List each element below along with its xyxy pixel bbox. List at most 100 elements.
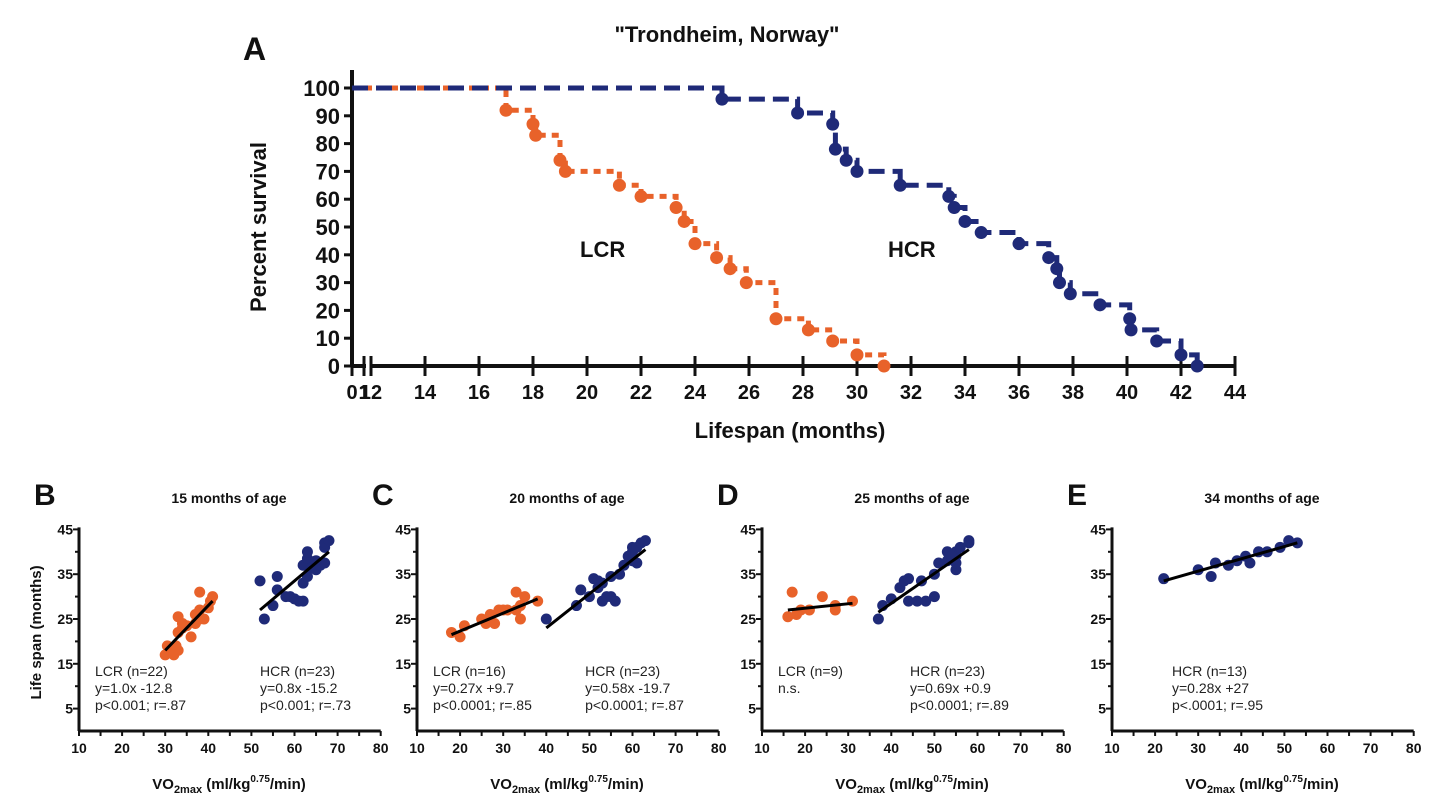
regression-line-lcr <box>787 601 853 612</box>
x-axis-label-part: /min) <box>1303 776 1339 793</box>
event-marker-lcr <box>499 103 513 117</box>
y-axis-label: Life span (months) <box>28 565 45 699</box>
x-tick-label: 20 <box>1147 740 1163 756</box>
stats-annotation-hcr: p<0.001; r=.73 <box>260 697 351 713</box>
data-point-hcr <box>271 570 283 582</box>
y-tick-label: 15 <box>740 656 756 672</box>
stats-annotation-hcr: y=0.8x -15.2 <box>260 680 338 696</box>
x-tick-label: 80 <box>1406 740 1422 756</box>
y-tick-label: 25 <box>1090 611 1106 627</box>
event-marker-lcr <box>826 334 840 348</box>
data-point-lcr <box>185 631 197 643</box>
y-tick-label: 35 <box>57 566 73 582</box>
event-marker-hcr <box>1150 334 1164 348</box>
x-tick-label: 60 <box>1320 740 1336 756</box>
event-marker-hcr <box>958 214 972 228</box>
x-tick-label: 70 <box>1363 740 1379 756</box>
event-marker-lcr <box>529 128 543 142</box>
regression-line-lcr <box>164 600 214 652</box>
y-tick-label: 35 <box>395 566 411 582</box>
x-axis-label-part: (ml/kg <box>540 776 588 793</box>
x-tick-label: 16 <box>468 382 490 404</box>
event-marker-hcr <box>942 189 956 203</box>
event-marker-hcr <box>791 106 805 120</box>
y-tick-label: 0 <box>328 354 340 379</box>
y-tick-label: 45 <box>1090 521 1106 537</box>
data-point-hcr <box>609 595 621 607</box>
data-point-hcr <box>963 535 975 547</box>
x-tick-label: 30 <box>495 740 511 756</box>
x-tick-label: 50 <box>927 740 943 756</box>
stats-annotation-hcr: y=0.69x +0.9 <box>910 680 991 696</box>
x-tick-label: 20 <box>114 740 130 756</box>
x-tick-label: 70 <box>668 740 684 756</box>
x-tick-label: 50 <box>1277 740 1293 756</box>
x-tick-label: 0 <box>346 382 357 404</box>
x-tick-label: 10 <box>409 740 425 756</box>
x-tick-label: 20 <box>576 382 598 404</box>
panel-letter-d: D <box>717 479 739 512</box>
event-marker-lcr <box>877 359 891 373</box>
event-marker-lcr <box>677 214 691 228</box>
x-axis-label-part: 0.75 <box>1283 774 1303 785</box>
x-tick-label: 30 <box>157 740 173 756</box>
event-marker-hcr <box>1190 359 1204 373</box>
x-tick-label: 40 <box>1234 740 1250 756</box>
x-tick-label: 60 <box>287 740 303 756</box>
event-marker-hcr <box>893 178 907 192</box>
y-tick-label: 80 <box>316 132 340 157</box>
event-marker-hcr <box>1063 287 1077 301</box>
data-point-hcr <box>872 613 884 625</box>
event-marker-hcr <box>974 226 988 240</box>
x-axis-label-part: 2max <box>174 784 203 796</box>
panel-d-scatter: D 25 months of age 5 15 25 35 45 10 20 30 40 50 60 70… <box>717 479 1072 796</box>
data-point-hcr <box>1205 570 1217 582</box>
event-marker-hcr <box>839 153 853 167</box>
panel-letter-b: B <box>34 479 56 512</box>
data-point-lcr <box>514 613 526 625</box>
data-point-hcr <box>583 591 595 603</box>
data-point-lcr <box>786 586 798 598</box>
data-point-hcr <box>933 557 945 569</box>
event-marker-hcr <box>826 117 840 131</box>
event-marker-hcr <box>715 92 729 106</box>
x-tick-label: 42 <box>1170 382 1192 404</box>
event-marker-hcr <box>1050 262 1064 276</box>
data-point-hcr <box>639 535 651 547</box>
x-axis-label-part: 2max <box>857 784 886 796</box>
x-tick-label: 24 <box>684 382 707 404</box>
panel-letter-e: E <box>1067 479 1087 512</box>
y-tick-label: 100 <box>303 76 340 101</box>
series-label-hcr: HCR <box>888 237 936 262</box>
data-point-hcr <box>954 541 966 553</box>
data-point-lcr <box>510 586 522 598</box>
x-tick-label: 80 <box>373 740 389 756</box>
x-tick-label: 12 <box>360 382 382 404</box>
x-axis-label-part: (ml/kg <box>202 776 250 793</box>
x-axis-label-part: (ml/kg <box>1235 776 1283 793</box>
event-marker-hcr <box>947 201 961 215</box>
stats-annotation-hcr: p<0.0001; r=.89 <box>910 697 1009 713</box>
event-marker-lcr <box>669 201 683 215</box>
event-marker-hcr <box>1012 237 1026 251</box>
data-point-hcr <box>540 613 552 625</box>
stats-annotation-lcr: LCR (n=22) <box>95 663 168 679</box>
x-tick-label: 20 <box>452 740 468 756</box>
y-tick-label: 15 <box>57 656 73 672</box>
x-tick-label: 60 <box>970 740 986 756</box>
stats-annotation-hcr: HCR (n=23) <box>260 663 335 679</box>
stats-annotation-hcr: HCR (n=13) <box>1172 663 1247 679</box>
event-marker-hcr <box>1093 298 1107 312</box>
data-point-hcr <box>911 595 923 607</box>
x-axis-label-part: 0.75 <box>250 774 270 785</box>
data-point-lcr <box>445 626 457 638</box>
stats-annotation-lcr: p<0.0001; r=.85 <box>433 697 532 713</box>
y-tick-label: 45 <box>395 521 411 537</box>
stats-annotation-hcr: HCR (n=23) <box>910 663 985 679</box>
event-marker-hcr <box>850 164 864 178</box>
data-point-hcr <box>323 535 335 547</box>
survival-curve-lcr <box>352 85 887 366</box>
data-point-lcr <box>198 613 210 625</box>
y-axis-label: Percent survival <box>246 142 271 312</box>
